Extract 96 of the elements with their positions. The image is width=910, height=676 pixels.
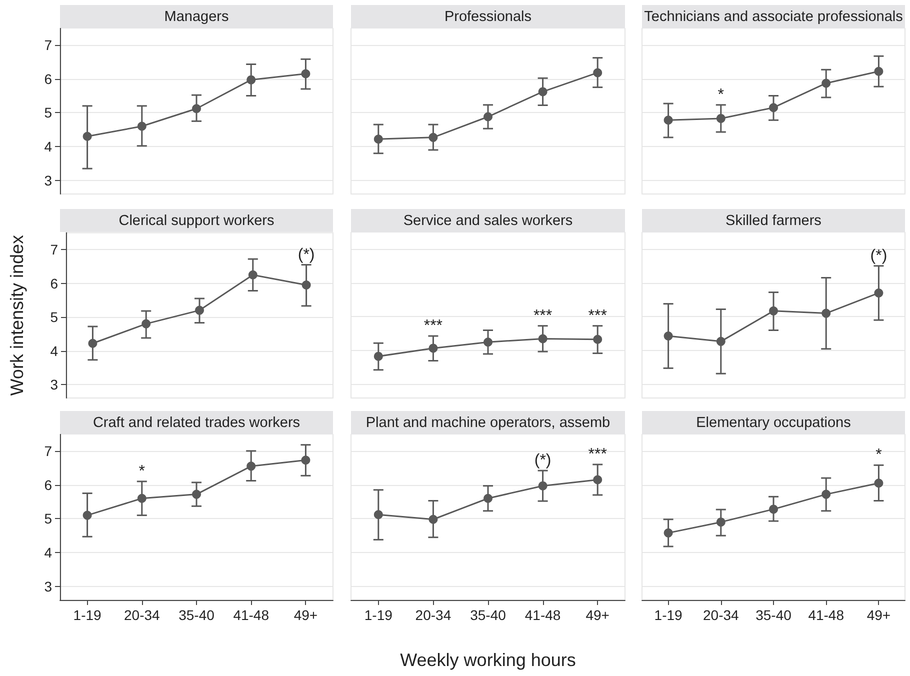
chart-title: Plant and machine operators, assemb — [351, 411, 625, 434]
point — [538, 481, 548, 490]
point — [593, 68, 602, 78]
point — [248, 270, 258, 280]
y-tick-label: 7 — [50, 242, 58, 258]
y-tick-label: 5 — [50, 309, 58, 326]
x-tick-label: 20-34 — [124, 607, 160, 623]
x-tick-label: 1-19 — [73, 607, 102, 623]
x-tick-label: 41-48 — [524, 607, 561, 623]
y-tick-label: 6 — [44, 476, 52, 493]
point — [593, 475, 602, 484]
point — [301, 69, 310, 78]
point — [246, 75, 256, 84]
point — [874, 66, 884, 76]
point — [302, 280, 311, 290]
point — [374, 134, 383, 144]
point — [716, 114, 726, 123]
y-tick-label: 4 — [44, 544, 52, 561]
point — [664, 528, 673, 538]
point — [428, 132, 438, 142]
point — [301, 456, 310, 465]
y-tick-label: 6 — [44, 70, 52, 87]
x-tick-label: 1-19 — [364, 607, 393, 623]
annotation: (*) — [534, 452, 552, 470]
y-tick-label: 5 — [44, 510, 52, 527]
chart-title: Professionals — [351, 5, 625, 28]
x-tick-label: 49+ — [294, 607, 318, 623]
annotation: * — [876, 446, 882, 464]
point — [538, 87, 548, 96]
point — [374, 510, 383, 520]
point — [484, 112, 492, 122]
x-tick-label: 35-40 — [470, 607, 506, 623]
x-tick-label: 49+ — [586, 607, 610, 623]
point — [195, 306, 204, 315]
chart-title: Managers — [60, 5, 333, 28]
x-tick-label: 41-48 — [808, 607, 844, 623]
point — [192, 490, 201, 499]
point — [137, 122, 146, 131]
point — [874, 478, 884, 488]
x-tick-label: 20-34 — [415, 607, 452, 623]
annotation: *** — [588, 307, 607, 324]
point — [82, 510, 92, 520]
point — [874, 288, 884, 298]
x-axis-title: Weekly working hours — [399, 650, 577, 671]
point — [137, 494, 146, 503]
y-tick-label: 5 — [44, 104, 52, 121]
y-axis-title: Work intensity index — [7, 235, 27, 396]
x-tick-label: 35-40 — [756, 607, 792, 623]
point — [769, 504, 778, 514]
point — [769, 306, 778, 316]
x-tick-label: 35-40 — [178, 607, 215, 623]
point — [664, 332, 673, 340]
y-tick-label: 3 — [44, 578, 52, 594]
y-tick-label: 6 — [50, 275, 58, 292]
chart-title: Service and sales workers — [351, 209, 625, 232]
point — [822, 490, 831, 499]
point — [374, 352, 383, 361]
annotation: *** — [533, 307, 552, 324]
y-tick-label: 7 — [44, 442, 52, 459]
point — [664, 116, 673, 125]
y-tick-label: 3 — [50, 376, 58, 393]
point — [142, 319, 151, 328]
point — [538, 334, 548, 344]
annotation: (*) — [870, 247, 888, 264]
point — [428, 344, 438, 353]
x-tick-label: 49+ — [866, 607, 891, 623]
y-tick-label: 3 — [44, 172, 52, 188]
y-tick-label: 7 — [44, 36, 52, 53]
x-tick-label: 20-34 — [702, 607, 740, 623]
y-tick-label: 4 — [44, 138, 52, 155]
point — [716, 336, 726, 346]
annotation: (*) — [298, 246, 315, 264]
point — [822, 78, 831, 88]
point — [484, 338, 492, 347]
chart-title: Elementary occupations — [642, 411, 905, 434]
chart-title: Technicians and associate professionals — [642, 5, 905, 28]
annotation: *** — [588, 446, 607, 463]
chart-title: Skilled farmers — [642, 209, 905, 232]
point — [88, 338, 98, 348]
point — [822, 308, 831, 318]
chart-title: Craft and related trades workers — [60, 411, 333, 434]
point — [484, 494, 492, 503]
annotation: * — [138, 462, 146, 480]
point — [593, 334, 602, 344]
y-tick-label: 4 — [50, 342, 58, 359]
x-tick-label: 1-19 — [654, 607, 683, 623]
point — [82, 132, 92, 141]
annotation: * — [718, 86, 724, 104]
point — [246, 462, 256, 471]
point — [192, 104, 201, 114]
x-tick-label: 41-48 — [233, 607, 270, 623]
annotation: *** — [424, 318, 443, 335]
chart-title: Clerical support workers — [60, 209, 333, 232]
point — [716, 518, 726, 527]
point — [769, 103, 778, 112]
point — [428, 514, 438, 524]
